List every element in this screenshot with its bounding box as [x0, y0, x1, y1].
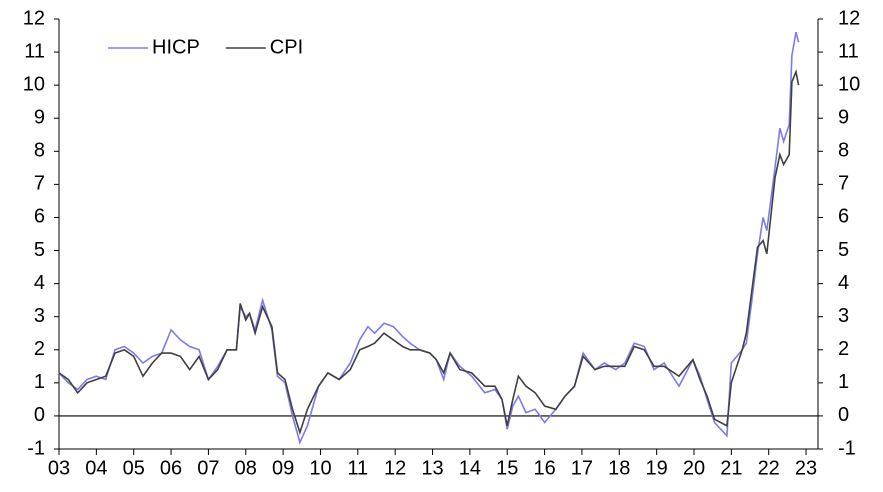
x-tick-label: 06	[160, 457, 182, 479]
y2-tick-label: 6	[838, 206, 849, 228]
y2-tick-label: 1	[838, 371, 849, 393]
x-tick-label: 11	[347, 457, 368, 479]
y-tick-label: 8	[34, 140, 45, 162]
y2-tick-label: 9	[838, 107, 849, 129]
y-tick-label: 0	[34, 404, 45, 426]
y-tick-label: 11	[24, 40, 45, 62]
y2-tick-label: 3	[838, 305, 849, 327]
x-tick-label: 17	[571, 457, 593, 479]
y2-tick-label: 10	[838, 73, 860, 95]
y2-tick-label: 5	[838, 239, 849, 261]
x-tick-label: 14	[459, 457, 481, 479]
x-tick-label: 12	[384, 457, 406, 479]
x-tick-label: 19	[646, 457, 668, 479]
y-tick-label: 7	[34, 173, 45, 195]
y-tick-label: 5	[34, 239, 45, 261]
legend-label: HICP	[152, 36, 200, 58]
y2-tick-label: 7	[838, 173, 849, 195]
x-tick-label: 21	[720, 457, 742, 479]
y-tick-label: 1	[34, 371, 45, 393]
y2-tick-label: 11	[838, 40, 859, 62]
x-tick-label: 05	[123, 457, 145, 479]
y2-tick-label: 2	[838, 338, 849, 360]
x-tick-label: 13	[421, 457, 443, 479]
legend-label: CPI	[270, 36, 303, 58]
y2-tick-label: 12	[838, 7, 860, 29]
x-tick-label: 09	[272, 457, 294, 479]
x-tick-label: 07	[197, 457, 219, 479]
y-tick-label: 4	[34, 272, 45, 294]
x-tick-label: 23	[795, 457, 817, 479]
x-tick-label: 15	[496, 457, 518, 479]
y-tick-label: 3	[34, 305, 45, 327]
x-tick-label: 22	[758, 457, 780, 479]
y-tick-label: -1	[27, 437, 45, 459]
x-tick-label: 18	[608, 457, 630, 479]
x-tick-label: 03	[48, 457, 70, 479]
series-line	[58, 69, 800, 436]
y-tick-label: 9	[34, 107, 45, 129]
y2-tick-label: 8	[838, 140, 849, 162]
x-tick-label: 04	[85, 457, 107, 479]
y2-tick-label: 4	[838, 272, 849, 294]
y-tick-label: 6	[34, 206, 45, 228]
y2-tick-label: -1	[838, 437, 856, 459]
x-tick-label: 20	[683, 457, 705, 479]
series-line	[58, 31, 800, 445]
y-tick-label: 12	[23, 7, 45, 29]
x-tick-label: 08	[235, 457, 257, 479]
x-tick-label: 10	[309, 457, 331, 479]
y2-tick-label: 0	[838, 404, 849, 426]
y-tick-label: 10	[23, 73, 45, 95]
y-tick-label: 2	[34, 338, 45, 360]
x-tick-label: 16	[533, 457, 555, 479]
